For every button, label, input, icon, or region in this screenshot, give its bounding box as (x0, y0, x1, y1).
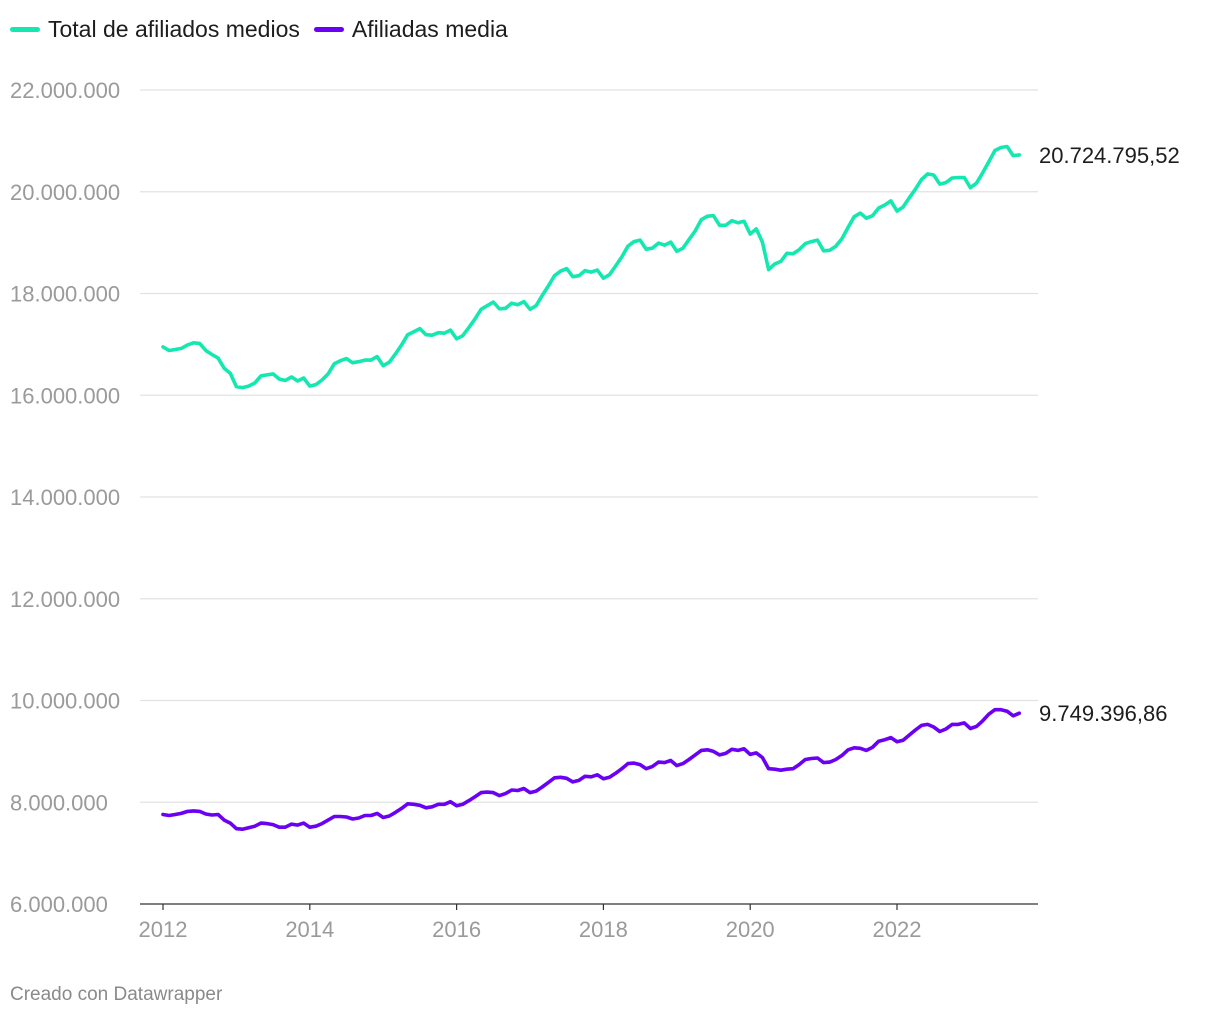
y-axis-ticks: 6.000.000 8.000.000 10.000.000 12.000.000 14… (10, 78, 120, 917)
series-line-afiliadas (161, 707, 1022, 831)
footer-credit: Creado con Datawrapper (10, 984, 223, 1005)
y-tick-label: 12.000.000 (10, 587, 120, 612)
legend-item-afiliadas: Afiliadas media (313, 16, 508, 43)
x-tick-label: 2014 (285, 917, 334, 942)
end-labels: 20.724.795,52 9.749.396,86 (1039, 143, 1180, 726)
y-tick-label: 22.000.000 (10, 78, 120, 103)
legend-swatch-afiliadas (313, 27, 344, 32)
x-tick-label: 2016 (432, 917, 481, 942)
x-tick-label: 2022 (873, 917, 922, 942)
legend-swatch-total (10, 27, 40, 32)
y-tick-label: 18.000.000 (10, 282, 120, 307)
end-label-total: 20.724.795,52 (1039, 143, 1180, 168)
x-tick-label: 2018 (579, 917, 628, 942)
y-tick-label: 20.000.000 (10, 180, 120, 205)
y-tick-label: 10.000.000 (10, 689, 120, 714)
y-tick-label: 6.000.000 (10, 892, 108, 917)
series-line-total (161, 144, 1022, 390)
x-tick-label: 2020 (726, 917, 775, 942)
end-label-afiliadas: 9.749.396,86 (1039, 701, 1167, 726)
legend-item-total: Total de afiliados medios (10, 16, 300, 43)
series-lines (161, 144, 1022, 831)
y-tick-label: 16.000.000 (10, 383, 120, 408)
y-tick-label: 14.000.000 (10, 485, 120, 510)
x-tick-label: 2012 (139, 917, 188, 942)
legend-label-afiliadas: Afiliadas media (351, 16, 508, 42)
chart-legend: Total de afiliados medios Afiliadas medi… (10, 16, 508, 43)
y-tick-label: 8.000.000 (10, 790, 108, 815)
x-axis-ticks: 2012 2014 2016 2018 2020 2022 (139, 904, 922, 942)
legend-label-total: Total de afiliados medios (48, 16, 300, 42)
gridlines (140, 89, 1038, 905)
line-chart: 6.000.000 8.000.000 10.000.000 12.000.000 14… (10, 78, 1180, 942)
